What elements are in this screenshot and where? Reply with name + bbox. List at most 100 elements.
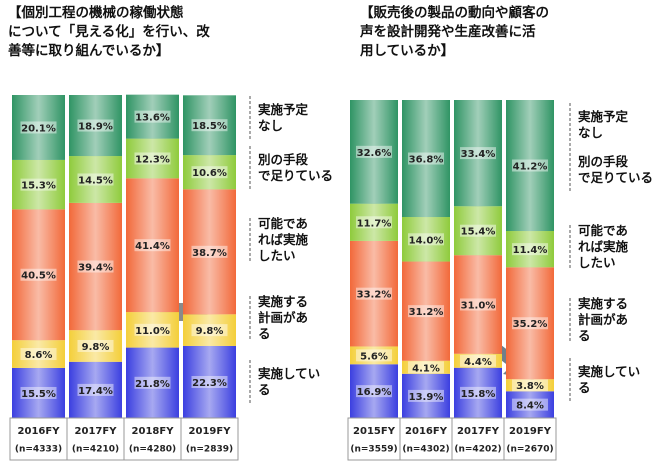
label-bg [512,243,548,256]
x-tick-label: 2016FY [405,426,448,437]
legend-label: 実施してい る [578,364,641,395]
bar-shine [402,360,450,374]
label-bg [77,260,114,273]
bar-shine [126,94,179,139]
label-bg [356,145,392,158]
bar-shine [454,206,502,256]
bar-shine [12,367,65,418]
value-label: 9.8% [82,342,110,353]
sample-size: (n=4280) [129,445,176,455]
bar-shine [350,240,398,347]
value-label: 33.2% [357,290,392,301]
label-bg [512,379,548,392]
bar-shine [350,364,398,418]
sample-size: (n=2839) [186,445,233,455]
value-label: 15.3% [21,181,56,192]
category-box [503,417,557,461]
value-label: 13.9% [409,392,444,403]
chart-title: 【個別工程の機械の稼働状態 について「見える化」を行い、改 善等に取り組んでいる… [8,5,210,59]
bar-shine [69,330,122,362]
bar-shine [69,156,122,203]
legend-label: 別の手段 で足りている [258,152,334,183]
value-label: 14.0% [409,235,444,246]
bar-shine [126,347,179,418]
label-bg [460,386,496,399]
value-label: 16.9% [357,387,392,398]
value-label: 11.7% [357,218,392,229]
bar-shine [350,203,398,241]
legend-label: 実施する 計画があ る [578,296,629,343]
sample-size: (n=4210) [72,445,119,455]
value-label: 41.2% [513,162,548,173]
label-bg [460,147,496,160]
category-box [180,417,239,461]
label-bg [356,287,392,300]
sample-size: (n=4302) [402,445,449,455]
value-label: 8.6% [25,350,53,361]
bar-shine [506,391,554,418]
label-bg [460,298,496,311]
value-label: 3.8% [516,381,544,392]
value-label: 15.5% [21,389,56,400]
x-tick-label: 2017FY [457,426,500,437]
value-label: 8.4% [516,401,544,412]
bar-shine [350,346,398,365]
value-label: 21.8% [135,379,170,390]
bar-shine [454,367,502,418]
bar-shine [183,345,236,418]
category-box [123,417,182,461]
x-tick-label: 2017FY [75,426,118,437]
bar-shine [402,100,450,218]
label-bg [191,324,228,337]
legend-label: 可能であ れば実施 したい [578,223,629,270]
value-label: 10.6% [192,168,227,179]
x-tick-label: 2019FY [509,426,552,437]
label-bg [191,375,228,388]
label-bg [20,121,57,134]
legend-label: 実施する 計画があ る [258,294,309,341]
bar-shine [506,379,554,392]
label-bg [77,173,114,186]
value-label: 31.2% [409,307,444,318]
legend-label: 可能であ れば実施 したい [258,216,309,263]
bar-shine [126,138,179,179]
value-label: 11.4% [513,245,548,256]
x-tick-label: 2018FY [132,426,175,437]
bar-shine [12,95,65,160]
label-bg [134,110,171,123]
label-bg [134,239,171,252]
x-tick-label: 2016FY [18,426,61,437]
value-label: 18.5% [192,121,227,132]
value-label: 20.1% [21,123,56,134]
bar-shine [12,159,65,210]
label-bg [356,385,392,398]
legend-label: 実施予定 なし [578,109,629,140]
label-bg [20,386,57,399]
value-label: 11.0% [135,326,170,337]
label-bg [408,361,444,374]
category-box [347,417,401,461]
value-label: 36.8% [409,155,444,166]
label-bg [356,216,392,229]
sample-size: (n=3559) [350,445,397,455]
sample-size: (n=4333) [15,445,62,455]
value-label: 22.3% [192,378,227,389]
bar-shine [506,267,554,380]
value-label: 14.5% [78,175,113,186]
bar-shine [454,255,502,354]
category-box [399,417,453,461]
value-label: 4.4% [464,357,492,368]
bar-shine [183,95,236,156]
value-label: 32.6% [357,148,392,159]
value-label: 9.8% [196,326,224,337]
label-bg [77,339,114,352]
bar-shine [402,261,450,361]
label-bg [134,376,171,389]
bar-shine [69,361,122,418]
bar-shine [12,340,65,368]
category-box [66,417,125,461]
value-label: 31.0% [461,300,496,311]
category-box [9,417,68,461]
value-label: 41.4% [135,241,170,252]
